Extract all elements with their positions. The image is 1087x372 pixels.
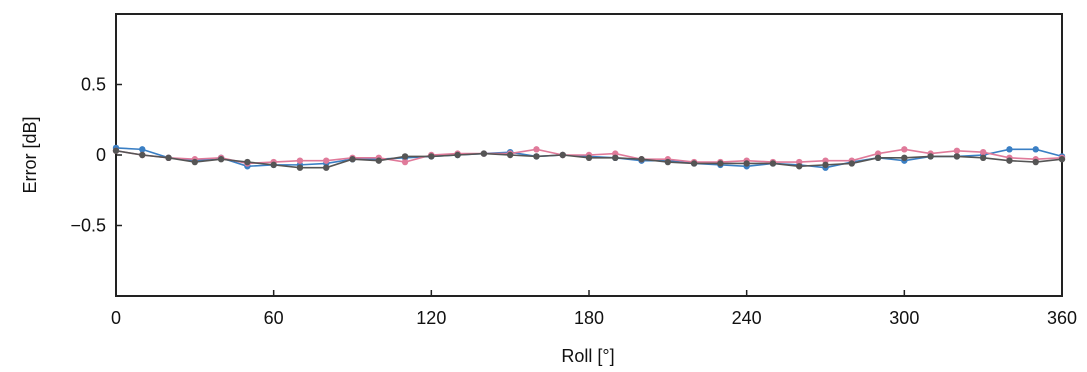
data-point <box>139 146 146 153</box>
data-point <box>323 164 330 171</box>
x-tick-label: 120 <box>416 308 446 328</box>
y-tick-label: 0 <box>96 145 106 165</box>
data-point <box>533 153 540 160</box>
data-point <box>901 154 908 162</box>
data-point <box>191 158 199 166</box>
data-point <box>664 158 672 166</box>
data-point <box>506 151 514 159</box>
data-point <box>480 150 488 157</box>
x-tick-label: 360 <box>1047 308 1077 328</box>
data-point <box>796 163 803 170</box>
y-tick-label: 0.5 <box>81 75 106 95</box>
data-point <box>717 160 724 167</box>
data-point <box>533 146 540 153</box>
data-point <box>139 151 146 159</box>
data-point <box>428 153 435 160</box>
data-point <box>822 161 829 169</box>
data-point <box>953 147 961 154</box>
x-tick-label: 300 <box>889 308 919 328</box>
x-tick-label: 180 <box>574 308 604 328</box>
data-point <box>638 156 645 163</box>
data-point <box>1006 157 1013 164</box>
data-point <box>927 153 934 160</box>
x-tick-label: 0 <box>111 308 121 328</box>
data-point <box>1032 146 1039 153</box>
data-point <box>612 154 619 162</box>
data-point <box>901 146 908 153</box>
data-point <box>743 160 750 167</box>
data-point <box>559 151 566 159</box>
data-point <box>217 156 225 163</box>
data-point <box>454 151 461 159</box>
data-point <box>112 147 120 154</box>
data-point <box>296 157 304 164</box>
data-point <box>244 158 251 166</box>
data-point <box>690 160 698 167</box>
x-tick-label: 60 <box>264 308 284 328</box>
data-point <box>401 153 409 160</box>
data-point <box>979 154 987 162</box>
data-point <box>165 154 172 162</box>
data-point <box>848 160 855 167</box>
data-point <box>1006 146 1013 153</box>
data-point <box>1032 158 1039 166</box>
labels-layer: Roll [°] Error [dB] 0 60 120 180 240 300 360 0.… <box>20 75 1077 367</box>
series-layer <box>112 144 1066 171</box>
data-point <box>401 158 409 166</box>
data-point <box>375 157 382 164</box>
data-point <box>349 156 356 163</box>
x-tick-label: 240 <box>732 308 762 328</box>
data-point <box>769 160 777 167</box>
y-tick-label: −0.5 <box>70 216 106 236</box>
series-3 <box>112 147 1066 171</box>
data-point <box>874 154 882 162</box>
data-point <box>1058 156 1066 163</box>
data-point <box>953 153 961 160</box>
data-point <box>323 157 330 164</box>
y-axis-title: Error [dB] <box>20 116 40 193</box>
x-axis-title: Roll [°] <box>561 346 614 366</box>
data-point <box>270 161 277 169</box>
data-point <box>296 164 304 171</box>
data-point <box>979 148 987 156</box>
data-point <box>585 154 593 162</box>
